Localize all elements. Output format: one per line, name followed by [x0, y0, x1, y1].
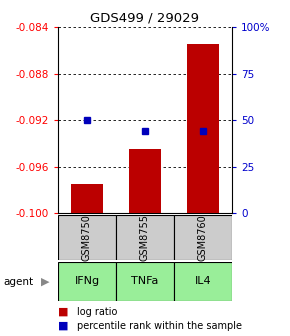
Text: ▶: ▶	[41, 277, 49, 287]
Bar	[187, 44, 219, 213]
Bar	[58, 215, 116, 260]
Text: IL4: IL4	[195, 277, 211, 286]
Text: agent: agent	[3, 277, 33, 287]
Text: ■: ■	[58, 321, 68, 331]
Text: ■: ■	[58, 307, 68, 317]
Text: GSM8755: GSM8755	[140, 214, 150, 261]
Bar	[58, 262, 116, 301]
Text: GDS499 / 29029: GDS499 / 29029	[90, 12, 200, 25]
Bar	[174, 262, 232, 301]
Text: percentile rank within the sample: percentile rank within the sample	[77, 321, 242, 331]
Bar	[116, 215, 174, 260]
Text: TNFa: TNFa	[131, 277, 159, 286]
Text: GSM8760: GSM8760	[198, 214, 208, 261]
Bar	[71, 184, 103, 213]
Text: GSM8750: GSM8750	[82, 214, 92, 261]
Bar	[174, 215, 232, 260]
Bar	[129, 149, 161, 213]
Bar	[116, 262, 174, 301]
Text: IFNg: IFNg	[75, 277, 99, 286]
Text: log ratio: log ratio	[77, 307, 117, 317]
